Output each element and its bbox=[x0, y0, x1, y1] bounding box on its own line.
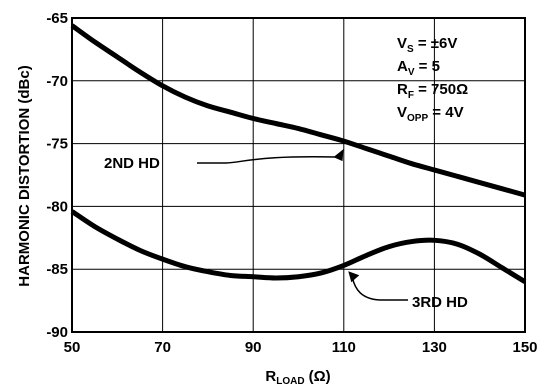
condition-symbol: V bbox=[397, 104, 407, 121]
y-tick-label: -75 bbox=[46, 136, 68, 153]
series-2nd-hd-line bbox=[70, 23, 526, 198]
annotation-arrow-3rd-hd bbox=[351, 277, 408, 301]
y-tick-label: -70 bbox=[46, 73, 68, 90]
condition-symbol: V bbox=[397, 35, 407, 52]
x-tick-label: 150 bbox=[512, 339, 537, 356]
y-tick-label: -90 bbox=[46, 324, 68, 341]
arrowhead-3rd-hd bbox=[348, 271, 360, 283]
series-3rd-hd-line bbox=[70, 209, 527, 284]
x-axis-label: RLOAD (Ω) bbox=[265, 368, 330, 387]
y-tick-label: -65 bbox=[46, 10, 68, 27]
annotation-2nd-hd: 2ND HD bbox=[104, 155, 160, 172]
condition-value: = 4V bbox=[428, 104, 463, 121]
condition-line: VOPP = 4V bbox=[397, 104, 464, 124]
x-axis-label-main: R bbox=[265, 368, 276, 385]
arrowhead-2nd-hd bbox=[333, 149, 344, 162]
condition-symbol: A bbox=[397, 58, 408, 75]
x-tick-label: 70 bbox=[154, 339, 171, 356]
condition-symbol: R bbox=[397, 81, 408, 98]
annotation-3rd-hd: 3RD HD bbox=[412, 294, 468, 311]
x-tick-label: 130 bbox=[422, 339, 447, 356]
condition-line: VS = ±6V bbox=[397, 35, 457, 55]
condition-value: = ±6V bbox=[414, 35, 458, 52]
condition-line: AV = 5 bbox=[397, 58, 440, 78]
x-axis-label-unit: (Ω) bbox=[309, 368, 331, 385]
x-axis-label-sub: LOAD bbox=[276, 376, 304, 387]
condition-line: RF = 750Ω bbox=[397, 81, 468, 101]
x-tick-label: 50 bbox=[64, 339, 81, 356]
condition-subscript: V bbox=[408, 67, 415, 78]
x-tick-label: 110 bbox=[332, 339, 356, 356]
condition-subscript: F bbox=[408, 90, 414, 101]
condition-value: = 5 bbox=[415, 58, 440, 75]
condition-value: = 750Ω bbox=[414, 81, 468, 98]
annotation-arrow-2nd-hd bbox=[197, 155, 342, 164]
x-tick-labels: 50 70 90 110 130 150 bbox=[64, 339, 538, 356]
x-tick-label: 90 bbox=[245, 339, 262, 356]
curves bbox=[70, 23, 527, 284]
condition-subscript: OPP bbox=[407, 113, 428, 124]
y-axis-label: HARMONIC DISTORTION (dBc) bbox=[16, 65, 33, 286]
plot-frame bbox=[71, 17, 526, 333]
y-tick-label: -80 bbox=[46, 198, 68, 215]
y-tick-label: -85 bbox=[46, 261, 68, 278]
y-tick-labels: -65 -70 -75 -80 -85 -90 bbox=[46, 10, 68, 341]
annotations: 2ND HD 3RD HD bbox=[104, 149, 468, 311]
condition-subscript: S bbox=[407, 44, 414, 55]
